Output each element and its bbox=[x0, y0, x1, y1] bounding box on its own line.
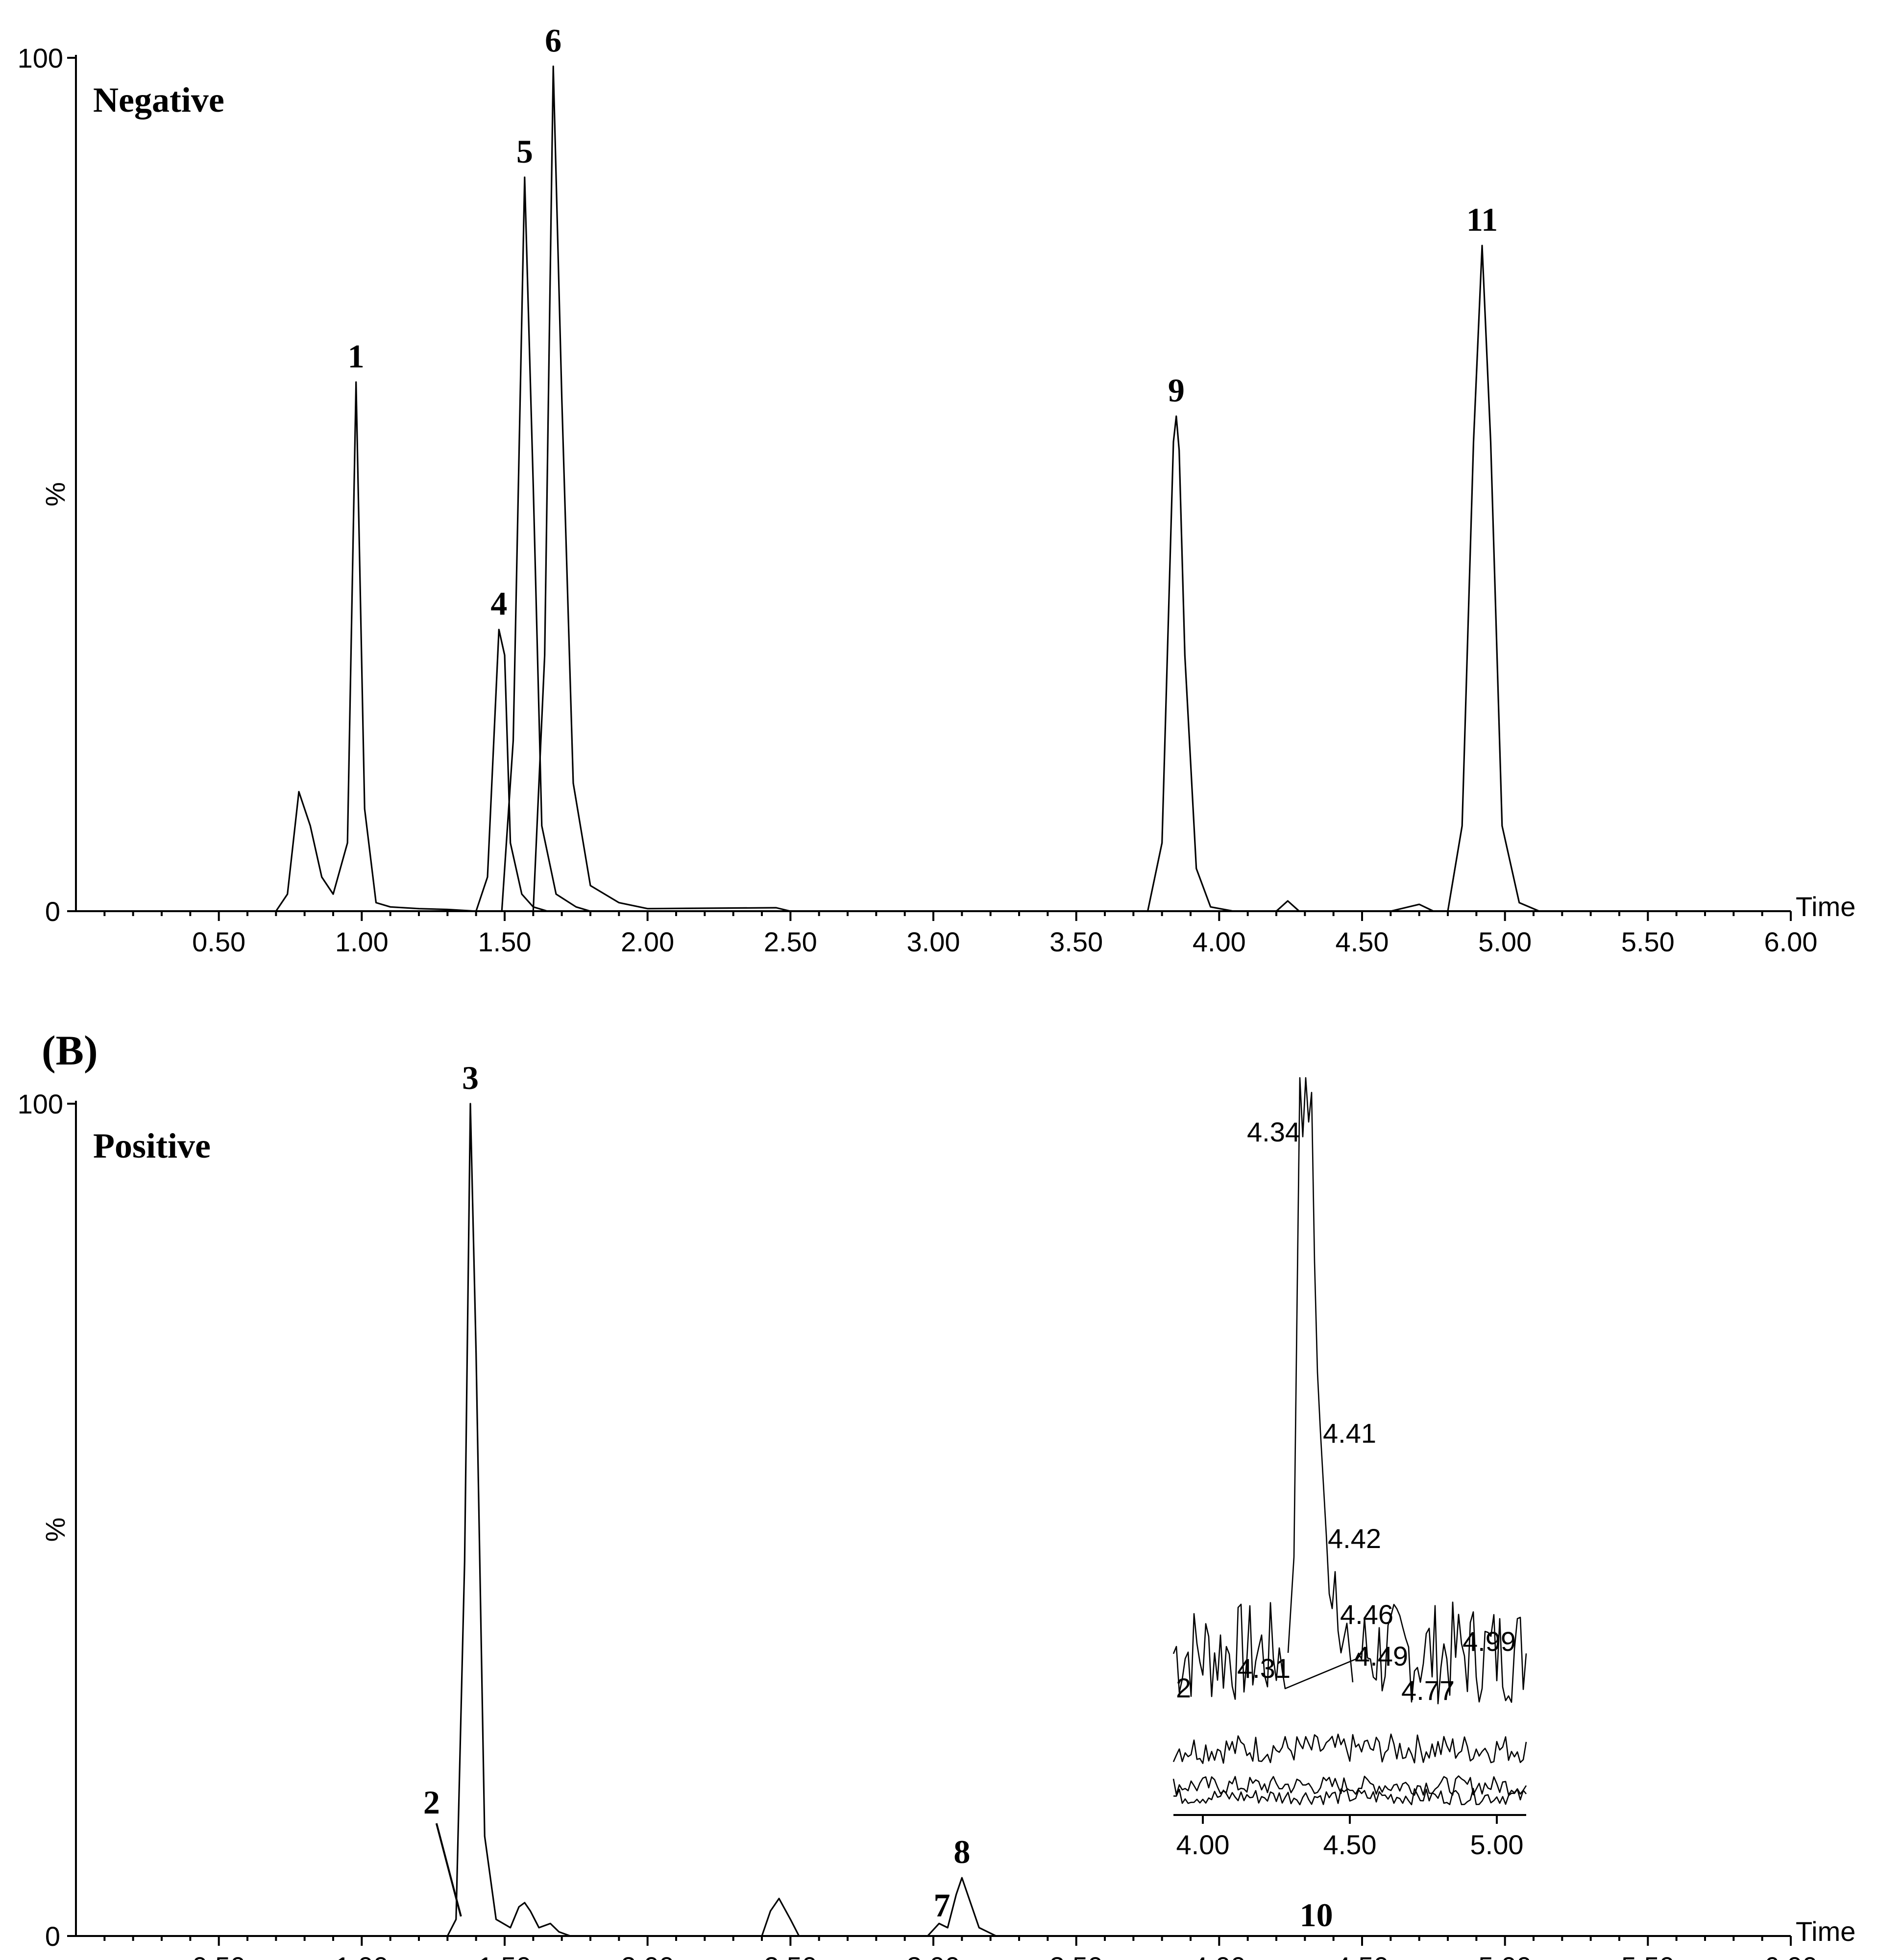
x-tick-label: 3.50 bbox=[1049, 926, 1103, 957]
x-tick-label: 4.50 bbox=[1336, 926, 1389, 957]
peak-label: 2 bbox=[423, 1784, 440, 1821]
retention-time-label: 4.49 bbox=[1355, 1641, 1408, 1671]
chromatogram-trace bbox=[76, 244, 1791, 912]
x-tick-label: 5.00 bbox=[1478, 1951, 1532, 1960]
y-axis-label: % bbox=[40, 482, 71, 507]
inset-x-tick-label: 4.50 bbox=[1323, 1829, 1377, 1860]
retention-time-label: 4.31 bbox=[1237, 1653, 1291, 1684]
x-tick-label: 6.00 bbox=[1764, 1951, 1818, 1960]
y-tick-label: 100 bbox=[18, 1089, 63, 1119]
negative-mode-label: Negative bbox=[93, 80, 224, 120]
chromatogram-trace bbox=[76, 176, 1791, 912]
x-tick-label: 5.50 bbox=[1621, 926, 1675, 957]
x-tick-label: 2.00 bbox=[621, 926, 674, 957]
x-tick-label: 3.00 bbox=[907, 926, 960, 957]
peak-label: 9 bbox=[1168, 372, 1185, 409]
inset-noise-trace bbox=[1172, 1775, 1527, 1796]
chromatogram-trace bbox=[76, 1103, 1791, 1937]
retention-time-label: 2 bbox=[1176, 1672, 1191, 1703]
x-tick-label: 2.50 bbox=[764, 1951, 817, 1960]
retention-time-label: 4.34 bbox=[1247, 1116, 1300, 1147]
x-axis-label: Time bbox=[1796, 1916, 1855, 1947]
retention-time-label: 4.77 bbox=[1401, 1675, 1455, 1706]
retention-time-label: 4.99 bbox=[1463, 1626, 1516, 1657]
chart-marks: 0.50 1.00 1.50 2.00 2.50 3.00 3.50 4.00 4.50 5.00… bbox=[67, 22, 1818, 1960]
y-tick-label: 0 bbox=[45, 896, 60, 927]
chromatogram-trace bbox=[76, 381, 1791, 912]
peak-label: 7 bbox=[934, 1887, 951, 1924]
x-tick-label: 1.50 bbox=[478, 1951, 532, 1960]
inset-x-tick-label: 4.00 bbox=[1176, 1829, 1230, 1860]
peak-label: 5 bbox=[516, 133, 533, 170]
x-tick-label: 4.00 bbox=[1193, 1951, 1246, 1960]
x-tick-label: 5.50 bbox=[1621, 1951, 1675, 1960]
inset-noise-trace bbox=[1172, 1601, 1527, 1705]
panel-positive: (B) Positive % Time 0 100 bbox=[18, 1027, 1856, 1952]
x-tick-label: 1.00 bbox=[335, 1951, 389, 1960]
y-tick-label: 100 bbox=[18, 43, 63, 73]
y-tick-label: 0 bbox=[45, 1921, 60, 1952]
inset-noise-trace bbox=[1172, 1733, 1527, 1764]
retention-time-label: 4.41 bbox=[1323, 1418, 1376, 1449]
inset-noise-trace bbox=[1173, 1788, 1527, 1806]
x-tick-label: 4.50 bbox=[1336, 1951, 1389, 1960]
x-tick-label: 3.50 bbox=[1049, 1951, 1103, 1960]
panel-negative: Negative % Time 0 100 bbox=[18, 43, 1856, 927]
x-tick-label: 2.00 bbox=[621, 1951, 674, 1960]
peak-label: 3 bbox=[462, 1059, 479, 1096]
peak-label: 6 bbox=[545, 22, 561, 59]
x-tick-label: 5.00 bbox=[1478, 926, 1532, 957]
x-tick-label: 4.00 bbox=[1193, 926, 1246, 957]
peak-label: 10 bbox=[1300, 1896, 1333, 1934]
inset-main-peak-trace bbox=[1287, 1077, 1354, 1683]
retention-time-label: 4.46 bbox=[1340, 1599, 1393, 1630]
x-tick-label: 0.50 bbox=[192, 926, 245, 957]
x-axis-label: Time bbox=[1796, 891, 1855, 922]
positive-mode-label: Positive bbox=[93, 1126, 211, 1165]
y-axis-label: % bbox=[40, 1518, 71, 1542]
chromatogram-trace bbox=[76, 415, 1791, 912]
x-tick-label: 2.50 bbox=[764, 926, 817, 957]
x-tick-label: 1.00 bbox=[335, 926, 389, 957]
peak-leader-line bbox=[435, 1823, 462, 1917]
panel-label-b: (B) bbox=[42, 1027, 98, 1074]
peak-label: 1 bbox=[348, 338, 365, 375]
x-tick-label: 0.50 bbox=[192, 1951, 245, 1960]
inset-x-tick-label: 5.00 bbox=[1470, 1829, 1524, 1860]
chromatogram-trace bbox=[76, 629, 1791, 912]
x-tick-label: 3.00 bbox=[907, 1951, 960, 1960]
retention-time-label: 4.42 bbox=[1328, 1523, 1381, 1554]
x-tick-label: 1.50 bbox=[478, 926, 532, 957]
peak-label: 8 bbox=[953, 1833, 970, 1870]
peak-label: 4 bbox=[490, 585, 507, 622]
x-tick-label: 6.00 bbox=[1764, 926, 1818, 957]
chromatogram-trace bbox=[76, 65, 1791, 912]
peak-label: 11 bbox=[1466, 201, 1498, 238]
